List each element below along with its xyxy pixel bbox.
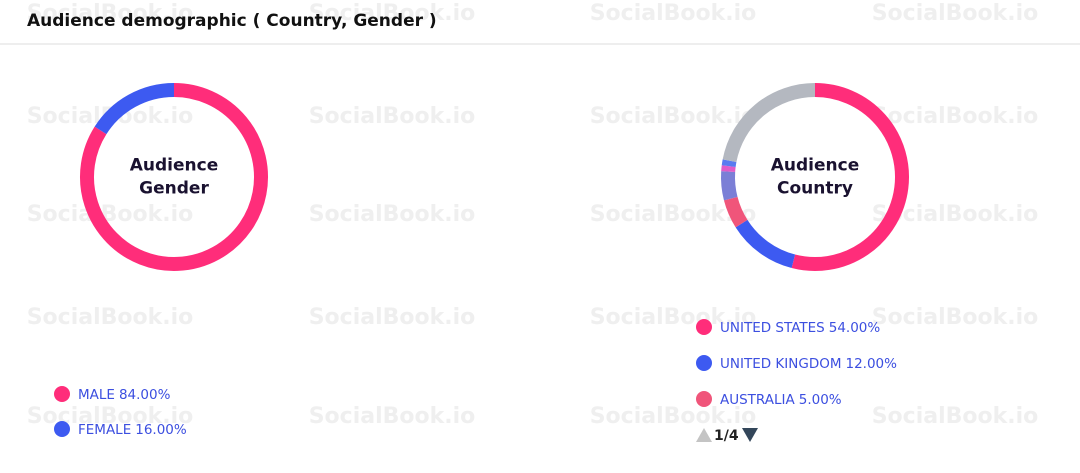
watermark: SocialBook.io: [309, 202, 476, 227]
legend-label: AUSTRALIA 5.00%: [720, 392, 842, 408]
legend-name: MALE: [78, 387, 115, 403]
donut-segment: [80, 83, 268, 271]
legend-value: 84.00%: [119, 387, 171, 403]
legend-value: 54.00%: [829, 320, 881, 336]
legend-name: AUSTRALIA: [720, 392, 796, 408]
legend-label: MALE 84.00%: [78, 387, 171, 403]
pager-label: 1/4: [714, 428, 739, 444]
legend-value: 12.00%: [846, 356, 898, 372]
watermark: SocialBook.io: [590, 404, 757, 429]
donut-segment: [94, 83, 175, 135]
watermark: SocialBook.io: [27, 202, 194, 227]
center-label: Audience Country: [771, 156, 860, 199]
legend-label: FEMALE 16.00%: [78, 422, 187, 438]
watermark: SocialBook.io: [309, 104, 476, 129]
page-up[interactable]: [696, 428, 712, 442]
legend-name: FEMALE: [78, 422, 131, 438]
legend-value: 16.00%: [135, 422, 187, 438]
page-down[interactable]: [742, 428, 758, 442]
watermark: SocialBook.io: [27, 404, 194, 429]
legend-name: UNITED KINGDOM: [720, 356, 842, 372]
legend-dot: [54, 421, 70, 437]
donut-segment: [721, 165, 736, 173]
donut-segment: [723, 196, 748, 228]
legend-dot: [696, 319, 712, 335]
watermark: SocialBook.io: [872, 104, 1039, 129]
watermark: SocialBook.io: [27, 305, 194, 330]
watermark: SocialBook.io: [872, 404, 1039, 429]
legend-dot: [696, 391, 712, 407]
watermark: SocialBook.io: [590, 1, 757, 26]
legend-value: 5.00%: [799, 392, 842, 408]
watermark: SocialBook.io: [590, 104, 757, 129]
legend-dot: [54, 386, 70, 402]
watermark: SocialBook.io: [872, 1, 1039, 26]
watermark: SocialBook.io: [27, 1, 194, 26]
center-label: Audience Gender: [130, 156, 219, 199]
donut-segment: [721, 159, 737, 168]
watermark: SocialBook.io: [309, 404, 476, 429]
legend-label: UNITED KINGDOM 12.00%: [720, 356, 897, 372]
watermark: SocialBook.io: [872, 305, 1039, 330]
watermark: SocialBook.io: [309, 1, 476, 26]
legend-name: UNITED STATES: [720, 320, 825, 336]
donut-segment: [791, 83, 909, 271]
donut-segment: [721, 171, 738, 201]
donut-segment: [722, 83, 816, 163]
watermark: SocialBook.io: [590, 305, 757, 330]
header-title: Audience demographic ( Country, Gender ): [27, 11, 437, 31]
legend-dot: [696, 355, 712, 371]
donut-segment: [735, 219, 796, 269]
watermark: SocialBook.io: [309, 305, 476, 330]
legend-label: UNITED STATES 54.00%: [720, 320, 880, 336]
